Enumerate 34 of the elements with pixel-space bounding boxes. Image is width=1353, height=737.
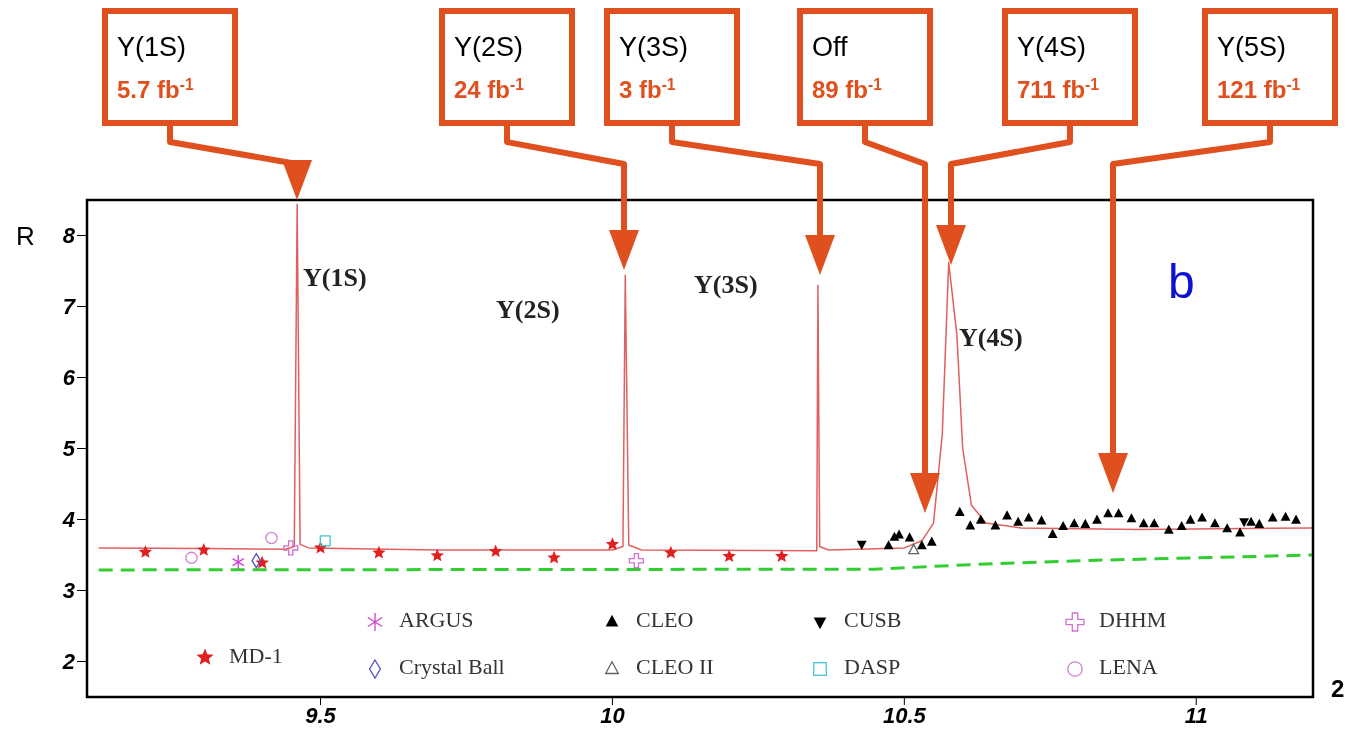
y-tick-label: 2 — [61, 649, 76, 675]
text: Off 89 fb$^{-1}$ — [812, 32, 883, 103]
legend-label: DASP — [844, 654, 901, 680]
legend-label: Crystal Ball — [399, 654, 505, 680]
text: Y(4S) 711 fb$^{-1}$ — [1017, 32, 1100, 103]
legend-label: MD-1 — [229, 642, 283, 668]
legend-label: CLEO II — [636, 654, 714, 680]
x-tick-label: 9.5 — [305, 702, 337, 728]
y-axis-title: R — [16, 221, 35, 251]
legend-label: CLEO — [636, 607, 694, 633]
annotation: Υ(4S) — [959, 322, 1023, 352]
annotation: Υ(1S) — [303, 262, 367, 292]
y-tick-label: 3 — [62, 578, 75, 604]
y-tick-label: 7 — [62, 294, 77, 320]
x-tick-label: 10.5 — [882, 702, 927, 728]
y-tick-label: 6 — [62, 365, 76, 391]
y-tick-label: 5 — [62, 436, 76, 462]
annotation: Υ(3S) — [694, 269, 758, 299]
y-tick-label: 8 — [62, 223, 76, 249]
text: Y(1S) 5.7 fb$^{-1}$ — [117, 32, 194, 103]
text: Y(2S) 24 fb$^{-1}$ — [454, 32, 525, 103]
annotation: Υ(2S) — [496, 294, 560, 324]
x-tick-label: 10 — [600, 702, 626, 728]
legend-label: DHHM — [1099, 607, 1167, 633]
legend-label: ARGUS — [399, 607, 474, 633]
legend-label: LENA — [1099, 654, 1158, 680]
text: 2 — [1331, 675, 1345, 702]
annotation: b — [1168, 255, 1195, 308]
text: Y(3S) 3 fb$^{-1}$ — [619, 32, 689, 103]
x-tick-label: 11 — [1184, 702, 1208, 728]
y-tick-label: 4 — [61, 507, 75, 533]
text: Y(5S) 121 fb$^{-1}$ — [1217, 32, 1301, 103]
line-series — [97, 553, 1313, 572]
legend-label: CUSB — [844, 607, 902, 633]
